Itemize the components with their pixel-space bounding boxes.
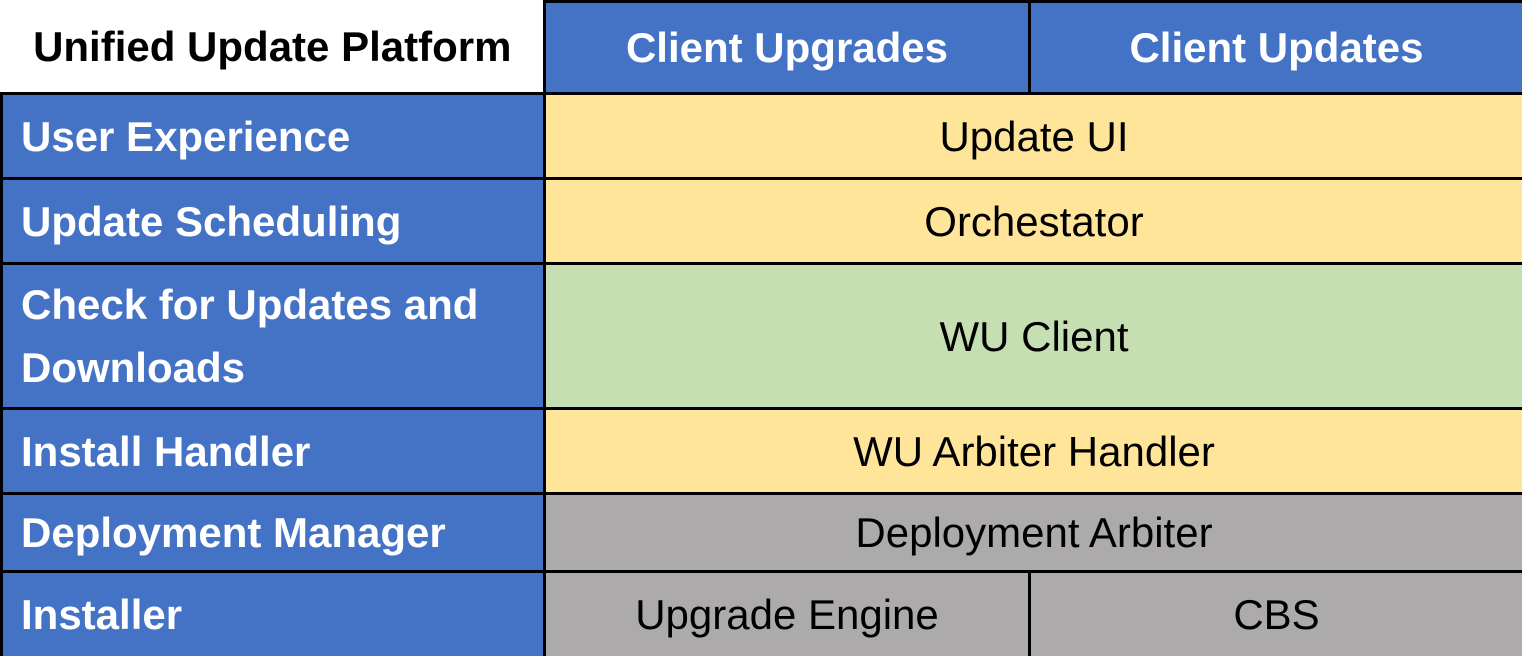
cell-deployment-arbiter: Deployment Arbiter [543,492,1522,573]
cell-cbs: CBS [1028,570,1522,656]
cell-upgrade-engine: Upgrade Engine [543,570,1031,656]
column-header-client-upgrades: Client Upgrades [543,0,1031,95]
cell-orchestator: Orchestator [543,177,1522,265]
row-label-install-handler: Install Handler [0,407,546,495]
cell-update-ui: Update UI [543,92,1522,180]
row-install-handler: Install Handler WU Arbiter Handler [0,407,1522,495]
column-header-client-updates: Client Updates [1028,0,1522,95]
cell-wu-client: WU Client [543,262,1522,410]
row-update-scheduling: Update Scheduling Orchestator [0,177,1522,265]
row-label-user-experience: User Experience [0,92,546,180]
row-label-check-for-updates-and-downloads: Check for Updates and Downloads [0,262,546,410]
row-deployment-manager: Deployment Manager Deployment Arbiter [0,492,1522,573]
row-installer: Installer Upgrade Engine CBS [0,570,1522,656]
row-check-for-updates: Check for Updates and Downloads WU Clien… [0,262,1522,410]
row-user-experience: User Experience Update UI [0,92,1522,180]
row-label-installer: Installer [0,570,546,656]
cell-wu-arbiter-handler: WU Arbiter Handler [543,407,1522,495]
row-label-deployment-manager: Deployment Manager [0,492,546,573]
row-label-update-scheduling: Update Scheduling [0,177,546,265]
header-row: Unified Update Platform Client Upgrades … [1,0,1522,95]
diagram-title: Unified Update Platform [1,1,545,94]
